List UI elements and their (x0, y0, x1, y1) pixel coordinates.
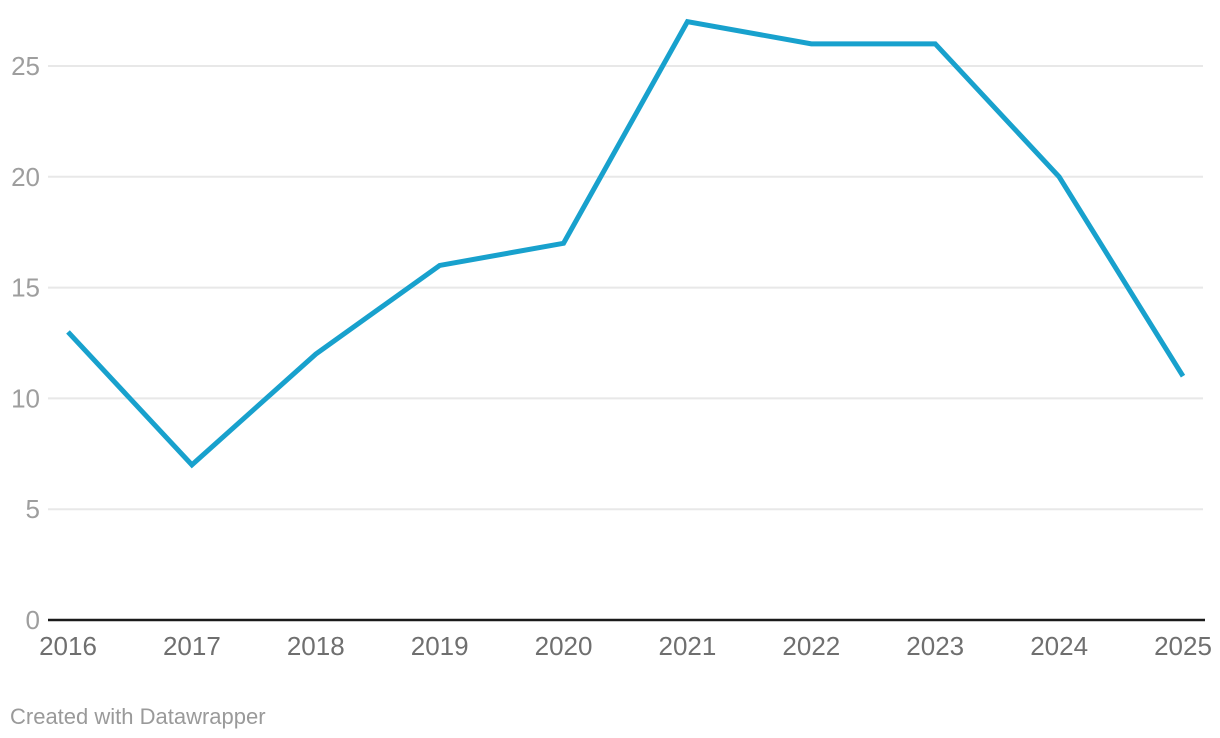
x-tick-label: 2021 (659, 631, 717, 661)
y-tick-label: 0 (26, 605, 40, 635)
x-tick-label: 2022 (782, 631, 840, 661)
y-tick-label: 20 (11, 162, 40, 192)
x-tick-label: 2024 (1030, 631, 1088, 661)
datawrapper-credit: Created with Datawrapper (10, 704, 266, 729)
y-tick-label: 25 (11, 51, 40, 81)
x-tick-label: 2019 (411, 631, 469, 661)
y-tick-label: 10 (11, 383, 40, 413)
x-tick-label: 2017 (163, 631, 221, 661)
x-tick-label: 2018 (287, 631, 345, 661)
x-tick-label: 2025 (1154, 631, 1212, 661)
x-tick-label: 2020 (535, 631, 593, 661)
line-chart: 0 5 10 15 20 25 2016 2017 2018 2019 2020 2021 2022 20… (11, 18, 1212, 661)
x-tick-label: 2023 (906, 631, 964, 661)
y-tick-label: 15 (11, 273, 40, 303)
y-tick-label: 5 (26, 494, 40, 524)
x-tick-label: 2016 (39, 631, 97, 661)
data-line (66, 18, 1186, 469)
